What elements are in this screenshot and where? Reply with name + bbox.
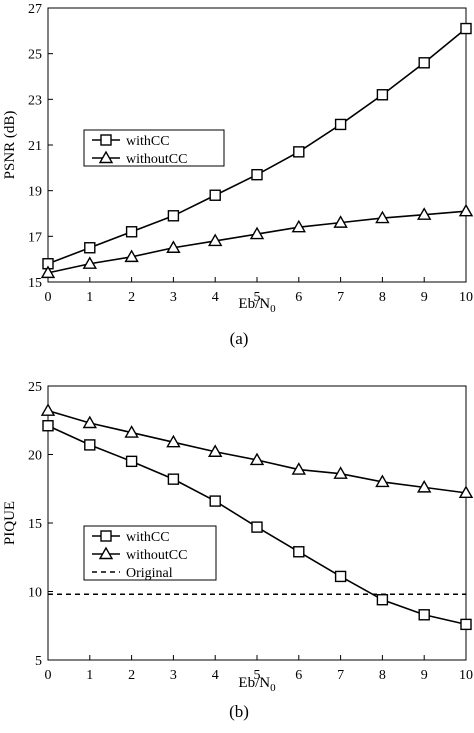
y-tick-label: 23	[28, 93, 42, 108]
y-tick-label: 17	[28, 230, 42, 245]
data-point-withoutcc	[166, 240, 181, 253]
y-axis-label: PSNR (dB)	[2, 111, 18, 180]
x-tick-label: 5	[254, 290, 261, 305]
legend-label: withCC	[126, 530, 170, 545]
x-tick-label: 7	[337, 668, 344, 683]
data-point-withcc	[334, 570, 347, 583]
data-point-withoutcc	[166, 434, 181, 448]
data-point-withcc	[293, 146, 305, 158]
data-point-withoutcc	[249, 226, 265, 240]
x-tick-label: 0	[45, 290, 52, 305]
x-tick-label: 5	[254, 668, 261, 683]
data-point-withoutcc	[458, 203, 474, 217]
y-tick-label: 10	[28, 586, 42, 601]
y-tick-label: 21	[28, 139, 42, 154]
y-tick-label: 5	[35, 654, 42, 669]
data-point-withcc	[418, 609, 430, 621]
data-point-withoutcc	[333, 466, 348, 479]
data-point-withoutcc	[416, 207, 432, 220]
data-point-withoutcc	[416, 479, 432, 493]
data-point-withcc	[460, 618, 472, 631]
data-point-withcc	[42, 420, 54, 432]
y-tick-label: 19	[28, 185, 42, 200]
figure-caption: (a)	[230, 329, 249, 348]
data-point-withcc	[167, 210, 180, 222]
x-axis-label: Eb/N0	[238, 675, 276, 694]
legend-marker-withoutcc	[98, 546, 114, 560]
data-point-withoutcc	[291, 462, 307, 475]
data-point-withcc	[293, 546, 305, 558]
data-point-withoutcc	[375, 474, 390, 488]
data-point-withcc	[460, 22, 472, 35]
x-tick-label: 4	[212, 290, 219, 305]
legend-marker-withcc	[100, 530, 112, 542]
x-tick-label: 2	[128, 668, 135, 683]
data-point-withcc	[125, 455, 138, 468]
data-point-withcc	[209, 189, 221, 201]
data-point-withoutcc	[333, 215, 348, 228]
data-point-withoutcc	[207, 444, 223, 457]
x-tick-label: 9	[421, 290, 428, 305]
data-point-withcc	[376, 89, 389, 101]
data-point-withcc	[84, 439, 96, 451]
data-point-withoutcc	[40, 265, 56, 279]
x-tick-label: 7	[337, 290, 344, 305]
chart-panel-b: 5 10 15 20 25 0 1 2 3 4 5 6 7 8 9 10 PIQUE Eb/N0 (b) withCC…	[2, 380, 474, 721]
data-point-withcc	[376, 594, 389, 606]
data-point-withoutcc	[249, 452, 265, 466]
y-tick-label: 15	[28, 276, 42, 291]
data-point-withcc	[209, 495, 221, 507]
data-point-withcc	[251, 168, 263, 181]
legend-marker-withcc	[100, 134, 112, 146]
x-tick-label: 10	[459, 290, 473, 305]
data-point-withcc	[418, 57, 430, 69]
data-point-withoutcc	[82, 256, 98, 269]
x-axis-label: Eb/N0	[238, 296, 276, 315]
x-tick-label: 2	[128, 290, 135, 305]
y-tick-label: 25	[28, 48, 42, 63]
data-point-withcc	[251, 521, 263, 533]
x-tick-label: 4	[212, 668, 219, 683]
x-tick-label: 8	[379, 668, 386, 683]
x-tick-label: 6	[295, 290, 302, 305]
series-line-withoutcc	[47, 409, 467, 494]
x-tick-label: 6	[295, 668, 302, 683]
legend-marker-withoutcc	[98, 150, 114, 164]
y-tick-label: 20	[28, 449, 42, 464]
y-tick-label: 27	[28, 2, 42, 17]
legend-label: Original	[126, 566, 173, 581]
x-tick-label: 0	[45, 668, 52, 683]
legend-label: withoutCC	[126, 152, 187, 167]
data-point-withoutcc	[40, 403, 56, 416]
legend-label: withCC	[126, 134, 170, 149]
series-line-withoutcc	[47, 210, 467, 274]
data-point-withcc	[167, 473, 180, 485]
x-tick-label: 1	[86, 668, 93, 683]
data-point-withoutcc	[124, 249, 139, 263]
x-tick-label: 3	[170, 290, 177, 305]
data-point-withoutcc	[82, 415, 98, 429]
y-tick-label: 15	[28, 517, 42, 532]
y-tick-label: 25	[28, 380, 42, 395]
x-tick-label: 3	[170, 668, 177, 683]
figure-caption: (b)	[229, 702, 249, 721]
y-axis-label: PIQUE	[2, 501, 18, 545]
x-tick-label: 1	[86, 290, 93, 305]
data-point-withoutcc	[124, 425, 139, 438]
data-point-withoutcc	[207, 233, 223, 247]
x-tick-label: 8	[379, 290, 386, 305]
data-point-withcc	[125, 226, 138, 238]
data-point-withoutcc	[458, 485, 474, 499]
data-point-withcc	[84, 242, 96, 254]
data-point-withcc	[334, 118, 347, 131]
x-tick-label: 9	[421, 668, 428, 683]
data-point-withoutcc	[291, 219, 307, 233]
data-point-withoutcc	[375, 210, 390, 224]
x-tick-label: 10	[459, 668, 473, 683]
legend-label: withoutCC	[126, 548, 187, 563]
